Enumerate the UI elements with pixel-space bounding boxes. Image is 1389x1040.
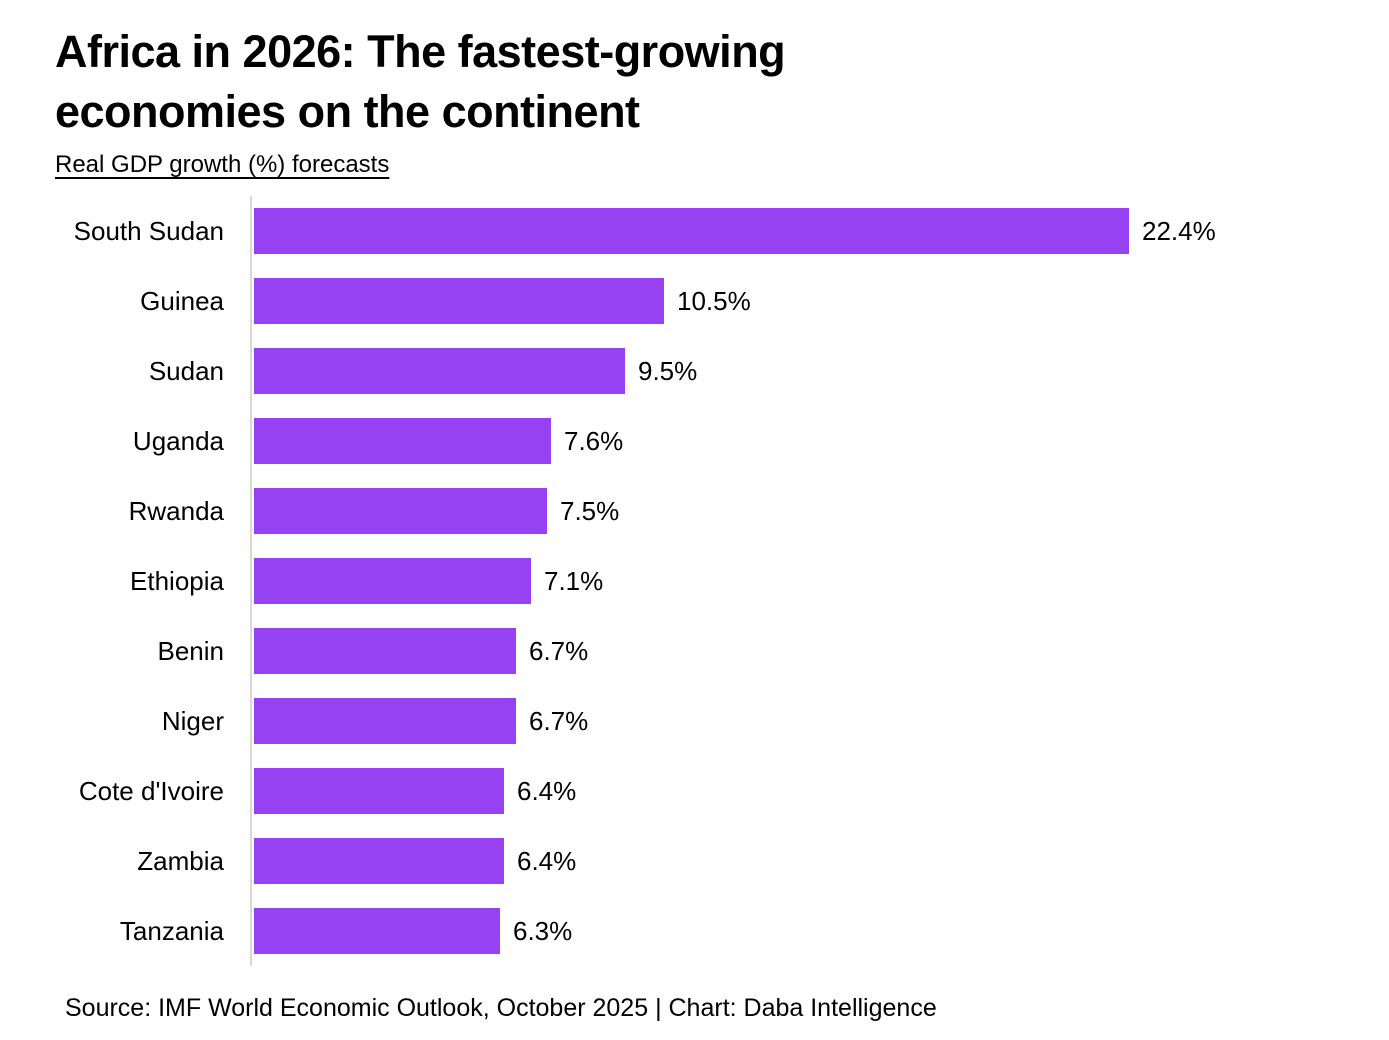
bar xyxy=(254,838,504,884)
chart-row: Rwanda 7.5% xyxy=(0,476,1389,546)
plot-area: 22.4% xyxy=(250,196,1389,266)
chart-title: Africa in 2026: The fastest-growing econ… xyxy=(55,22,1389,142)
value-label: 7.6% xyxy=(564,425,624,456)
category-label: Niger xyxy=(161,706,224,736)
bar xyxy=(254,628,516,674)
plot-area: 6.7% xyxy=(250,616,1389,686)
value-label: 6.7% xyxy=(529,635,589,666)
value-label: 9.5% xyxy=(638,355,698,386)
value-label: 22.4% xyxy=(1142,215,1216,246)
chart-row: Cote d'Ivoire 6.4% xyxy=(0,756,1389,826)
bar xyxy=(254,418,551,464)
bar-chart: South Sudan 22.4% Guinea 10.5% Sudan 9.5… xyxy=(0,196,1389,966)
chart-row: Tanzania 6.3% xyxy=(0,896,1389,966)
source-line: Source: IMF World Economic Outlook, Octo… xyxy=(65,994,937,1022)
category-label: Sudan xyxy=(148,356,224,386)
chart-row: Zambia 6.4% xyxy=(0,826,1389,896)
chart-row: Benin 6.7% xyxy=(0,616,1389,686)
value-label: 6.4% xyxy=(517,775,577,806)
value-label: 7.1% xyxy=(544,565,604,596)
plot-area: 6.7% xyxy=(250,686,1389,756)
value-label: 10.5% xyxy=(677,285,751,316)
bar xyxy=(254,278,664,324)
bar xyxy=(254,348,625,394)
plot-area: 10.5% xyxy=(250,266,1389,336)
chart-rows: South Sudan 22.4% Guinea 10.5% Sudan 9.5… xyxy=(0,196,1389,966)
plot-area: 7.1% xyxy=(250,546,1389,616)
chart-header: Africa in 2026: The fastest-growing econ… xyxy=(0,0,1389,179)
bar xyxy=(254,488,547,534)
bar xyxy=(254,208,1129,254)
chart-row: Uganda 7.6% xyxy=(0,406,1389,476)
plot-area: 6.4% xyxy=(250,756,1389,826)
plot-area: 7.6% xyxy=(250,406,1389,476)
chart-row: South Sudan 22.4% xyxy=(0,196,1389,266)
chart-subtitle: Real GDP growth (%) forecasts xyxy=(55,151,390,178)
bar xyxy=(254,698,516,744)
chart-title-line1: Africa in 2026: The fastest-growing xyxy=(55,26,786,77)
category-label: Cote d'Ivoire xyxy=(78,776,224,806)
category-label: Tanzania xyxy=(119,916,224,946)
chart-row: Niger 6.7% xyxy=(0,686,1389,756)
category-label: Ethiopia xyxy=(130,566,224,596)
plot-area: 7.5% xyxy=(250,476,1389,546)
plot-area: 6.3% xyxy=(250,896,1389,966)
chart-row: Sudan 9.5% xyxy=(0,336,1389,406)
category-label: Zambia xyxy=(137,846,224,876)
category-label: Rwanda xyxy=(128,496,224,526)
category-label: Uganda xyxy=(132,426,224,456)
bar xyxy=(254,768,504,814)
plot-area: 6.4% xyxy=(250,826,1389,896)
bar xyxy=(254,558,531,604)
category-label: Benin xyxy=(157,636,225,666)
category-label: South Sudan xyxy=(73,216,224,246)
value-label: 6.3% xyxy=(513,915,573,946)
chart-row: Guinea 10.5% xyxy=(0,266,1389,336)
plot-area: 9.5% xyxy=(250,336,1389,406)
value-label: 6.7% xyxy=(529,705,589,736)
value-label: 7.5% xyxy=(560,495,620,526)
value-label: 6.4% xyxy=(517,845,577,876)
chart-row: Ethiopia 7.1% xyxy=(0,546,1389,616)
bar xyxy=(254,908,500,954)
category-label: Guinea xyxy=(140,286,224,316)
chart-title-line2: economies on the continent xyxy=(55,86,640,137)
